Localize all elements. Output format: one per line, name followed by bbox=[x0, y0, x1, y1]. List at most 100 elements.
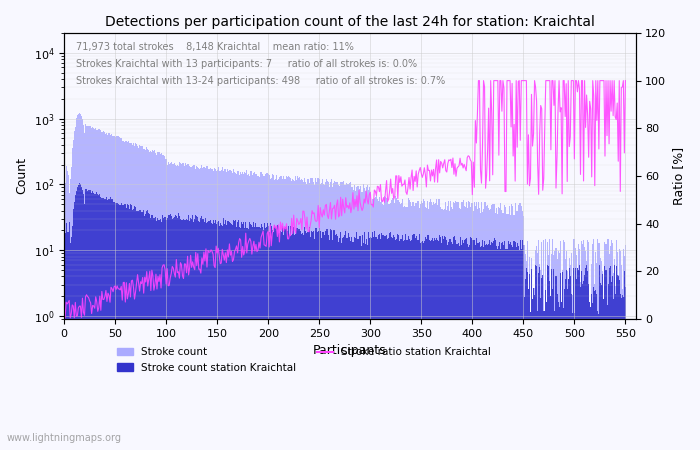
Bar bbox=[386, 198, 387, 450]
Bar bbox=[128, 141, 129, 450]
Bar bbox=[320, 231, 321, 450]
Bar bbox=[199, 222, 200, 450]
Bar bbox=[85, 124, 86, 450]
Bar bbox=[92, 191, 93, 450]
Bar bbox=[587, 271, 588, 450]
Bar bbox=[554, 311, 556, 450]
Bar bbox=[70, 243, 71, 450]
Bar bbox=[253, 173, 254, 450]
Bar bbox=[367, 245, 368, 450]
Bar bbox=[606, 238, 608, 450]
Bar bbox=[316, 178, 318, 450]
Bar bbox=[430, 241, 431, 450]
Bar bbox=[418, 239, 419, 450]
Bar bbox=[590, 307, 592, 450]
Bar bbox=[337, 237, 338, 450]
Bar bbox=[177, 165, 178, 450]
Bar bbox=[445, 237, 447, 450]
Bar bbox=[469, 202, 470, 450]
Bar bbox=[267, 174, 269, 450]
Bar bbox=[619, 279, 620, 450]
Bar bbox=[398, 235, 399, 450]
Bar bbox=[521, 249, 522, 450]
Bar bbox=[124, 204, 125, 450]
Bar bbox=[193, 165, 194, 450]
Bar bbox=[372, 199, 373, 450]
Bar bbox=[305, 182, 307, 450]
Bar bbox=[83, 126, 84, 450]
Bar bbox=[293, 227, 294, 450]
Bar bbox=[532, 299, 533, 450]
Bar bbox=[303, 235, 304, 450]
Bar bbox=[480, 213, 481, 450]
Bar bbox=[588, 243, 589, 450]
Bar bbox=[200, 168, 202, 450]
Bar bbox=[474, 240, 475, 450]
Bar bbox=[153, 218, 155, 450]
Bar bbox=[486, 206, 487, 450]
Bar bbox=[172, 219, 173, 450]
Bar bbox=[458, 208, 460, 450]
Bar bbox=[458, 246, 460, 450]
Bar bbox=[71, 148, 73, 450]
Bar bbox=[584, 275, 585, 450]
Bar bbox=[240, 229, 241, 450]
Bar bbox=[151, 152, 153, 450]
Bar bbox=[79, 184, 80, 450]
Bar bbox=[291, 181, 292, 450]
Bar bbox=[485, 245, 486, 450]
Bar bbox=[567, 270, 568, 450]
Bar bbox=[328, 182, 329, 450]
Bar bbox=[577, 268, 578, 450]
Bar bbox=[416, 201, 418, 450]
Bar bbox=[217, 170, 218, 450]
Bar bbox=[578, 244, 579, 450]
Bar bbox=[387, 201, 388, 450]
Bar bbox=[164, 216, 166, 450]
Bar bbox=[468, 247, 469, 450]
Bar bbox=[124, 141, 125, 450]
Bar bbox=[383, 235, 384, 450]
Bar bbox=[588, 284, 589, 450]
Bar bbox=[576, 279, 577, 450]
Bar bbox=[603, 299, 605, 450]
Bar bbox=[356, 187, 358, 450]
Bar bbox=[419, 234, 420, 450]
Bar bbox=[518, 246, 519, 450]
Bar bbox=[380, 239, 381, 450]
Bar bbox=[85, 189, 86, 450]
Bar bbox=[516, 211, 517, 450]
Bar bbox=[333, 183, 334, 450]
Bar bbox=[428, 235, 429, 450]
Bar bbox=[119, 205, 120, 450]
Bar bbox=[313, 182, 314, 450]
Bar bbox=[281, 232, 282, 450]
Bar bbox=[470, 237, 471, 450]
Bar bbox=[583, 281, 584, 450]
Bar bbox=[273, 232, 274, 450]
Bar bbox=[175, 215, 176, 450]
Bar bbox=[265, 173, 267, 450]
Bar bbox=[617, 275, 619, 450]
Bar bbox=[526, 261, 527, 450]
Bar bbox=[403, 241, 405, 450]
Bar bbox=[467, 207, 468, 450]
Bar bbox=[517, 211, 518, 450]
Bar bbox=[490, 209, 491, 450]
Bar bbox=[514, 242, 516, 450]
Bar bbox=[410, 202, 411, 450]
Bar bbox=[228, 220, 229, 450]
Bar bbox=[483, 209, 484, 450]
Bar bbox=[531, 258, 532, 450]
Bar bbox=[78, 185, 79, 450]
Bar bbox=[368, 190, 369, 450]
Bar bbox=[168, 162, 169, 450]
Bar bbox=[363, 189, 365, 450]
Bar bbox=[246, 171, 247, 450]
Bar bbox=[198, 221, 200, 450]
Bar bbox=[338, 242, 339, 450]
Bar bbox=[84, 204, 85, 450]
Bar bbox=[136, 144, 137, 450]
Bar bbox=[376, 195, 377, 450]
Bar bbox=[234, 220, 235, 450]
